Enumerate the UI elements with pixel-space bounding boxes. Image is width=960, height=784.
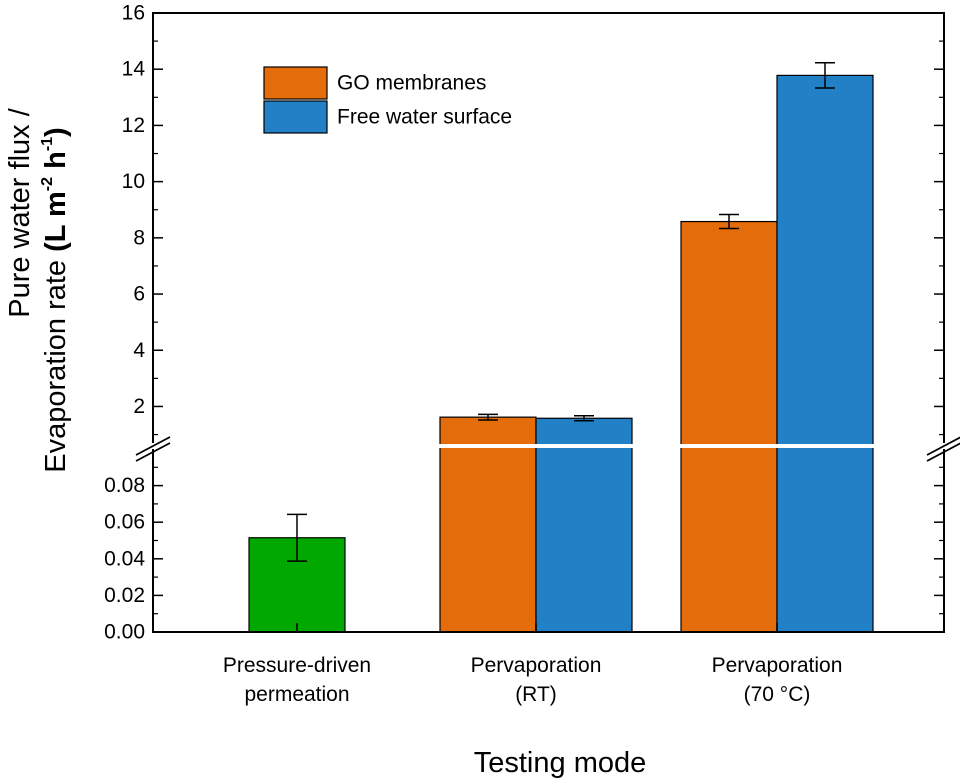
y-axis-units-open: (L m — [40, 191, 72, 252]
y-tick-label: 14 — [122, 58, 146, 81]
y-tick-label: 0.04 — [104, 547, 145, 570]
bar — [535, 417, 633, 633]
y-tick-label: 0.00 — [104, 621, 145, 644]
y-tick-label: 0.06 — [104, 511, 145, 534]
y-tick-label: 2 — [133, 395, 145, 418]
x-tick-label: permeation — [244, 683, 349, 706]
y-tick-label: 6 — [133, 283, 145, 306]
y-tick-label: 8 — [133, 226, 145, 249]
upper-frame — [152, 12, 945, 443]
y-tick-label: 10 — [122, 170, 145, 193]
y-axis-title-line1: Pure water flux / — [4, 107, 36, 317]
x-tick-label: Pervaporation — [471, 654, 602, 677]
x-axis-title: Testing mode — [474, 747, 647, 779]
y-tick-label: 0.08 — [104, 474, 145, 497]
y-tick-label: 4 — [133, 339, 145, 362]
y-axis-units-exp1: -2 — [39, 177, 56, 191]
y-axis-units-mid: h — [40, 151, 72, 177]
y-tick-label: 12 — [122, 114, 145, 137]
x-tick-label: Pressure-driven — [223, 654, 371, 677]
x-tick-label: (70 °C) — [744, 683, 811, 706]
x-tick-label: Pervaporation — [712, 654, 843, 677]
break-slash — [926, 442, 960, 462]
ticks-layer: 2 4 6 8 10 12 14 16 0.00 0.02 0.04 0.06 0.08 Pressure… — [104, 2, 944, 706]
break-slash — [135, 436, 171, 456]
y-tick-label: 0.02 — [104, 584, 145, 607]
break-gap — [152, 444, 945, 448]
legend-label: GO membranes — [337, 72, 486, 95]
y-axis-title-prefix: Evaporation rate — [40, 252, 72, 473]
x-tick-label: (RT) — [515, 683, 557, 706]
bar — [680, 220, 778, 633]
y-axis-units-exp2: -1 — [39, 137, 56, 151]
axis-break — [135, 436, 960, 462]
break-slash — [926, 436, 960, 456]
bar — [439, 416, 537, 633]
y-axis-units-close: ) — [40, 127, 72, 137]
break-slash — [135, 442, 171, 462]
legend-label: Free water surface — [337, 106, 512, 129]
legend-swatch — [263, 100, 328, 134]
y-tick-label: 16 — [122, 2, 145, 25]
bar — [776, 74, 874, 633]
bars-layer — [248, 61, 874, 633]
legend: GO membranes Free water surface — [263, 66, 512, 134]
y-axis-title-line2: Evaporation rate (L m-2 h-1) — [39, 127, 72, 472]
legend-swatch — [263, 66, 328, 100]
